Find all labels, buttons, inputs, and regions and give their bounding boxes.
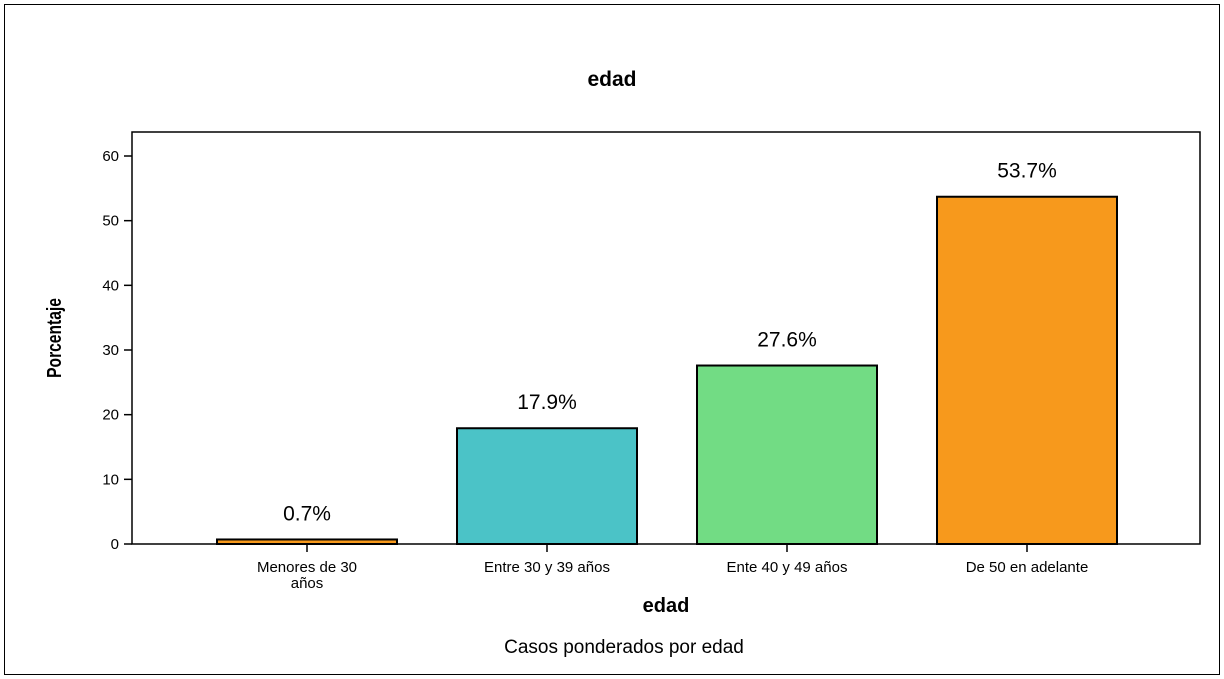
bar-value-label: 0.7% [283, 502, 331, 525]
y-tick-label: 60 [102, 148, 119, 165]
footnote: Casos ponderados por edad [504, 637, 744, 658]
y-tick-label: 50 [102, 213, 119, 230]
bar [936, 195, 1118, 546]
y-tick-label: 20 [102, 407, 119, 424]
y-axis: 0 10 20 30 40 50 60 [102, 148, 132, 553]
bar-value-label: 17.9% [517, 391, 577, 414]
y-tick-label: 30 [102, 342, 119, 359]
y-axis-title: Porcentaje [43, 298, 65, 378]
y-tick-label: 10 [102, 471, 119, 488]
bar [696, 364, 878, 545]
x-category-label: años [291, 575, 324, 592]
bar-value-label: 53.7% [997, 160, 1057, 183]
bars-group: 0.7% 17.9% 27.6% 53.7% [216, 160, 1118, 546]
y-tick-label: 40 [102, 277, 119, 294]
x-category-label: Entre 30 y 39 años [484, 559, 610, 576]
y-tick-label: 0 [111, 536, 119, 553]
chart-title: edad [587, 68, 636, 91]
x-axis-title: edad [643, 595, 690, 617]
bar [456, 427, 638, 546]
bar [216, 538, 398, 545]
x-category-label: Menores de 30 [257, 559, 357, 576]
x-category-label: Ente 40 y 49 años [727, 559, 848, 576]
x-category-label: De 50 en adelante [966, 559, 1089, 576]
bar-value-label: 27.6% [757, 329, 817, 352]
